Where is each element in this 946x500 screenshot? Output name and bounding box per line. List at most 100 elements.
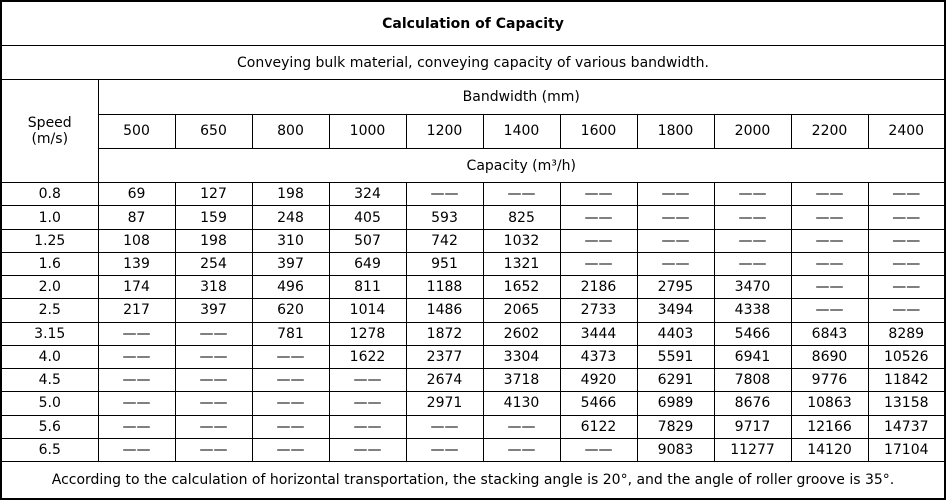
capacity-cell: ——: [97, 368, 176, 393]
capacity-cell: 2186: [559, 275, 638, 300]
speed-cell: 4.0: [0, 344, 99, 370]
capacity-cell: ——: [790, 205, 869, 230]
capacity-cell: 11842: [867, 368, 946, 393]
capacity-cell: ——: [482, 414, 561, 439]
capacity-cell: ——: [559, 182, 638, 207]
table-row: 1.6 139 254 397 649 951 1321 —— —— —— —— ——: [0, 251, 946, 277]
capacity-cell: 1872: [405, 321, 484, 346]
capacity-cell: 2602: [482, 321, 561, 346]
capacity-cell: ——: [328, 437, 407, 463]
speed-cell: 0.8: [0, 182, 99, 207]
bandwidth-group-header: Bandwidth (mm): [97, 79, 946, 115]
bandwidth-header-cell: 650: [174, 113, 253, 149]
table-foot: According to the calculation of horizont…: [0, 461, 946, 500]
table-row: 1.25 108 198 310 507 742 1032 —— —— —— —— ——: [0, 228, 946, 253]
bandwidth-header-cell: 1400: [482, 113, 561, 149]
capacity-cell: ——: [174, 391, 253, 416]
speed-cell: 2.0: [0, 275, 99, 300]
capacity-cell: 12166: [790, 414, 869, 439]
capacity-cell: 6843: [790, 321, 869, 346]
speed-cell: 2.5: [0, 298, 99, 323]
capacity-cell: ——: [790, 275, 869, 300]
capacity-cell: ——: [636, 251, 715, 277]
bandwidth-header-cell: 1200: [405, 113, 484, 149]
bandwidth-header-cell: 2200: [790, 113, 869, 149]
capacity-cell: ——: [867, 182, 946, 207]
capacity-cell: ——: [559, 251, 638, 277]
capacity-cell: ——: [97, 391, 176, 416]
capacity-cell: 310: [251, 228, 330, 253]
capacity-cell: 9083: [636, 437, 715, 463]
capacity-cell: ——: [713, 228, 792, 253]
capacity-cell: 2733: [559, 298, 638, 323]
capacity-cell: ——: [482, 182, 561, 207]
capacity-cell: 318: [174, 275, 253, 300]
capacity-cell: 1032: [482, 228, 561, 253]
capacity-cell: ——: [251, 368, 330, 393]
capacity-cell: ——: [97, 437, 176, 463]
capacity-cell: 174: [97, 275, 176, 300]
capacity-cell: 5591: [636, 344, 715, 370]
capacity-cell: ——: [867, 228, 946, 253]
speed-cell: 5.0: [0, 391, 99, 416]
capacity-cell: 4920: [559, 368, 638, 393]
capacity-cell: ——: [174, 344, 253, 370]
capacity-cell: ——: [97, 344, 176, 370]
capacity-cell: ——: [559, 205, 638, 230]
speed-cell: 5.6: [0, 414, 99, 439]
table-row: 5.0 —— —— —— —— 2971 4130 5466 6989 8676 10863 1315…: [0, 391, 946, 416]
bandwidth-header-cell: 800: [251, 113, 330, 149]
table-row: 4.0 —— —— —— 1622 2377 3304 4373 5591 6941 8690 105…: [0, 344, 946, 370]
capacity-cell: 8690: [790, 344, 869, 370]
bandwidth-header-cell: 1000: [328, 113, 407, 149]
capacity-cell: 781: [251, 321, 330, 346]
capacity-cell: 1321: [482, 251, 561, 277]
capacity-cell: 10526: [867, 344, 946, 370]
capacity-cell: ——: [251, 344, 330, 370]
capacity-cell: ——: [867, 275, 946, 300]
capacity-cell: ——: [328, 414, 407, 439]
table-subtitle: Conveying bulk material, conveying capac…: [0, 45, 946, 81]
capacity-cell: 825: [482, 205, 561, 230]
capacity-cell: 217: [97, 298, 176, 323]
table-row: 2.5 217 397 620 1014 1486 2065 2733 3494 4338 —— ——: [0, 298, 946, 323]
capacity-cell: 397: [174, 298, 253, 323]
capacity-cell: 8289: [867, 321, 946, 346]
capacity-cell: ——: [97, 321, 176, 346]
speed-cell: 4.5: [0, 368, 99, 393]
table-row: 0.8 69 127 198 324 —— —— —— —— —— —— ——: [0, 182, 946, 207]
capacity-cell: 198: [174, 228, 253, 253]
capacity-cell: 2971: [405, 391, 484, 416]
table-row: 1.0 87 159 248 405 593 825 —— —— —— —— ——: [0, 205, 946, 230]
speed-cell: 6.5: [0, 437, 99, 463]
capacity-cell: 3304: [482, 344, 561, 370]
capacity-cell: 248: [251, 205, 330, 230]
capacity-cell: 4373: [559, 344, 638, 370]
capacity-cell: ——: [636, 182, 715, 207]
title-row: Calculation of Capacity: [0, 0, 946, 47]
capacity-cell: 649: [328, 251, 407, 277]
capacity-cell: 10863: [790, 391, 869, 416]
capacity-cell: 254: [174, 251, 253, 277]
capacity-cell: ——: [713, 182, 792, 207]
capacity-cell: 69: [97, 182, 176, 207]
capacity-cell: 14737: [867, 414, 946, 439]
bandwidth-header-cell: 2000: [713, 113, 792, 149]
table-row: 6.5 —— —— —— —— —— —— —— 9083 11277 14120 17104: [0, 437, 946, 463]
capacity-cell: 324: [328, 182, 407, 207]
capacity-cell: 1014: [328, 298, 407, 323]
capacity-cell: 1188: [405, 275, 484, 300]
capacity-cell: 5466: [713, 321, 792, 346]
capacity-cell: 1278: [328, 321, 407, 346]
capacity-cell: 1486: [405, 298, 484, 323]
capacity-cell: ——: [713, 251, 792, 277]
capacity-cell: ——: [867, 298, 946, 323]
capacity-cell: 8676: [713, 391, 792, 416]
capacity-cell: 2795: [636, 275, 715, 300]
capacity-cell: 620: [251, 298, 330, 323]
capacity-cell: ——: [328, 391, 407, 416]
capacity-cell: 127: [174, 182, 253, 207]
capacity-cell: ——: [790, 251, 869, 277]
capacity-unit-row: Capacity (m³/h): [1, 147, 946, 184]
